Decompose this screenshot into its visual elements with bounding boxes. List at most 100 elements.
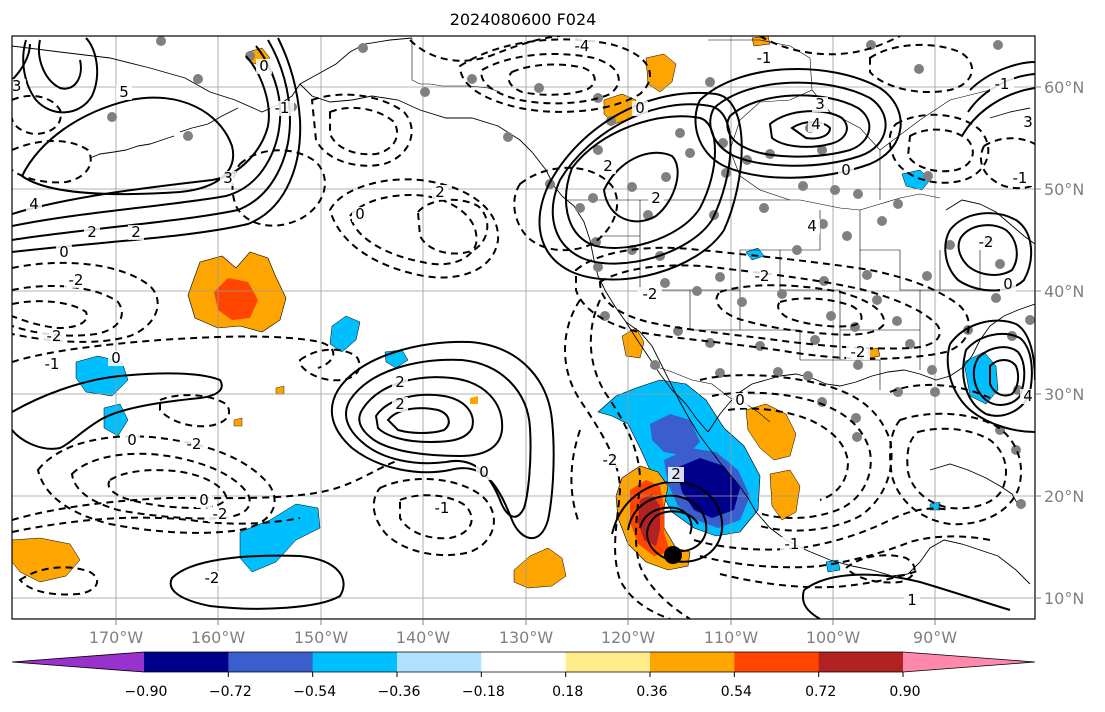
- contour-label: -3: [7, 77, 22, 95]
- contour-label-bg: [904, 593, 920, 608]
- contour-label-bg: [752, 51, 776, 66]
- contour-label: -2: [213, 505, 228, 523]
- lat-label: 10°N: [1044, 589, 1084, 608]
- contour-label-bg: [182, 437, 206, 452]
- lat-label: 40°N: [1044, 282, 1084, 301]
- colorbar-outline: [11, 651, 1036, 673]
- contour-label: -1: [757, 49, 772, 67]
- contour-label-bg: [64, 273, 88, 288]
- contour-label-bg: [1020, 389, 1035, 404]
- contour-label: -1: [995, 75, 1010, 93]
- contour-label-bg: [208, 507, 232, 522]
- lon-label: 140°W: [396, 628, 451, 647]
- storm-center-marker: [664, 546, 682, 564]
- contour-label: -2: [205, 569, 220, 587]
- colorbar-over-triangle: [903, 652, 1035, 672]
- contour-label-bg: [598, 453, 622, 468]
- contour-label-bg: [56, 245, 72, 260]
- contour-label-bg: [570, 39, 594, 54]
- colorbar-bin: [818, 652, 904, 672]
- contour-label-bg: [352, 207, 368, 222]
- contour-label-bg: [648, 191, 664, 206]
- colorbar-bin: [565, 652, 651, 672]
- contour-label-bg: [84, 225, 100, 240]
- contour-label-bg: [256, 59, 272, 74]
- contour-label: -2: [603, 451, 618, 469]
- contour-label-bg: [638, 287, 662, 302]
- contour-label-bg: [990, 77, 1014, 92]
- colorbar-tick-label: 0.72: [805, 684, 836, 700]
- colorbar-bin: [650, 652, 735, 672]
- contour-label: 0: [199, 491, 209, 509]
- contour-label-bg: [220, 171, 236, 186]
- colorbar-tick-label: 0.36: [636, 684, 667, 700]
- lon-label: 110°W: [704, 628, 759, 647]
- plot-title: 2024080600 F024: [450, 10, 597, 29]
- contour-label: -2: [755, 267, 770, 285]
- lon-label: 90°W: [913, 628, 957, 647]
- lat-label: 60°N: [1044, 78, 1084, 97]
- contour-label-bg: [1000, 277, 1016, 292]
- contour-label-bg: [12, 79, 26, 94]
- longitude-ticks: 170°W 160°W 150°W 140°W 130°W 120°W 110°…: [89, 619, 957, 647]
- contour-label: 0: [355, 205, 365, 223]
- contour-label-bg: [780, 537, 804, 552]
- colorbar-tick-label: −0.54: [293, 684, 336, 700]
- contour-label: -1: [435, 499, 450, 517]
- contour-label: 2: [131, 223, 141, 241]
- contour-label: 4: [29, 195, 39, 213]
- lat-label: 20°N: [1044, 487, 1084, 506]
- contour-label: -2: [851, 343, 866, 361]
- contour-label: -1: [1013, 169, 1028, 187]
- contour-label: 4: [1023, 387, 1033, 405]
- latitude-ticks: 60°N 50°N 40°N 30°N 20°N 10°N: [1035, 78, 1084, 608]
- contour-label-bg: [846, 345, 870, 360]
- contour-label: 2: [651, 189, 661, 207]
- contour-label-bg: [812, 97, 828, 112]
- contour-label-bg: [750, 269, 774, 284]
- contour-label-bg: [838, 163, 854, 178]
- contour-label: -1: [785, 535, 800, 553]
- contour-label: 0: [735, 391, 745, 409]
- colorbar-tick-label: −0.90: [125, 684, 168, 700]
- contour-label-bg: [432, 185, 448, 200]
- contour-label: 2: [603, 157, 613, 175]
- lon-label: 120°W: [601, 628, 656, 647]
- contour-label-bg: [732, 393, 748, 408]
- contour-label-bg: [108, 351, 124, 366]
- colorbar-bin: [144, 652, 229, 672]
- colorbar: −0.90 −0.72 −0.54 −0.36 −0.18 0.18 0.36 0.54 0.7…: [11, 651, 1036, 700]
- lon-label: 130°W: [499, 628, 554, 647]
- contour-label: -2: [69, 271, 84, 289]
- contour-label: 0: [127, 431, 137, 449]
- contour-label-bg: [808, 117, 824, 132]
- contour-label: 0: [111, 349, 121, 367]
- colorbar-tick-label: 0.90: [889, 684, 920, 700]
- contour-label: 0: [635, 99, 645, 117]
- contour-label: 0: [1003, 275, 1013, 293]
- contour-label-bg: [1020, 115, 1035, 130]
- contour-label-bg: [392, 375, 408, 390]
- contour-label: -2: [47, 327, 62, 345]
- contour-label: -2: [643, 285, 658, 303]
- colorbar-tick-label: −0.36: [378, 684, 421, 700]
- contour-label: 3: [815, 95, 825, 113]
- contour-label: 2: [395, 395, 405, 413]
- colorbar-under-triangle: [12, 652, 144, 672]
- colorbar-tick-label: 0.54: [721, 684, 752, 700]
- contour-label-bg: [124, 433, 140, 448]
- colorbar-bin: [734, 652, 820, 672]
- contour-label: 1: [907, 591, 917, 609]
- contour-label: -2: [187, 435, 202, 453]
- lon-label: 170°W: [89, 628, 144, 647]
- contour-label: 4: [811, 115, 821, 133]
- colorbar-bin: [228, 652, 314, 672]
- contour-label-bg: [200, 571, 224, 586]
- contour-label-bg: [668, 467, 684, 482]
- colorbar-tick-label: 0.18: [552, 684, 583, 700]
- contour-label: 0: [259, 57, 269, 75]
- dashed-contours: [12, 36, 1035, 619]
- contour-label-bg: [128, 225, 144, 240]
- colorbar-tick-label: −0.18: [462, 684, 505, 700]
